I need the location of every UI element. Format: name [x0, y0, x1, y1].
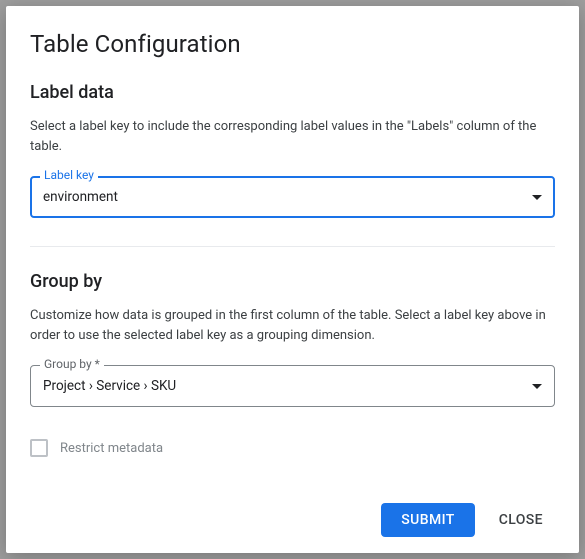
dropdown-arrow-icon: [532, 384, 542, 389]
group-by-heading: Group by: [30, 271, 555, 292]
dialog-actions: Submit Close: [30, 491, 555, 537]
close-button[interactable]: Close: [487, 503, 555, 537]
group-by-value: Project › Service › SKU: [43, 378, 532, 394]
label-data-description: Select a label key to include the corres…: [30, 117, 555, 156]
label-key-value: environment: [43, 189, 532, 205]
restrict-metadata-row[interactable]: Restrict metadata: [30, 439, 555, 457]
group-by-field-wrap: Group by * Project › Service › SKU: [30, 365, 555, 407]
dialog-title: Table Configuration: [30, 30, 555, 58]
restrict-metadata-label: Restrict metadata: [60, 441, 163, 456]
group-by-description: Customize how data is grouped in the fir…: [30, 306, 555, 345]
group-by-floating-label: Group by *: [40, 357, 104, 371]
restrict-metadata-checkbox[interactable]: [30, 439, 48, 457]
section-divider: [30, 246, 555, 247]
flex-spacer: [30, 465, 555, 491]
submit-button[interactable]: Submit: [381, 503, 474, 537]
label-key-floating-label: Label key: [40, 168, 98, 182]
label-data-heading: Label data: [30, 82, 555, 103]
table-configuration-dialog: Table Configuration Label data Select a …: [6, 6, 579, 553]
dropdown-arrow-icon: [532, 195, 542, 200]
label-key-select[interactable]: environment: [30, 176, 555, 218]
group-by-select[interactable]: Project › Service › SKU: [30, 365, 555, 407]
label-key-field-wrap: Label key environment: [30, 176, 555, 218]
